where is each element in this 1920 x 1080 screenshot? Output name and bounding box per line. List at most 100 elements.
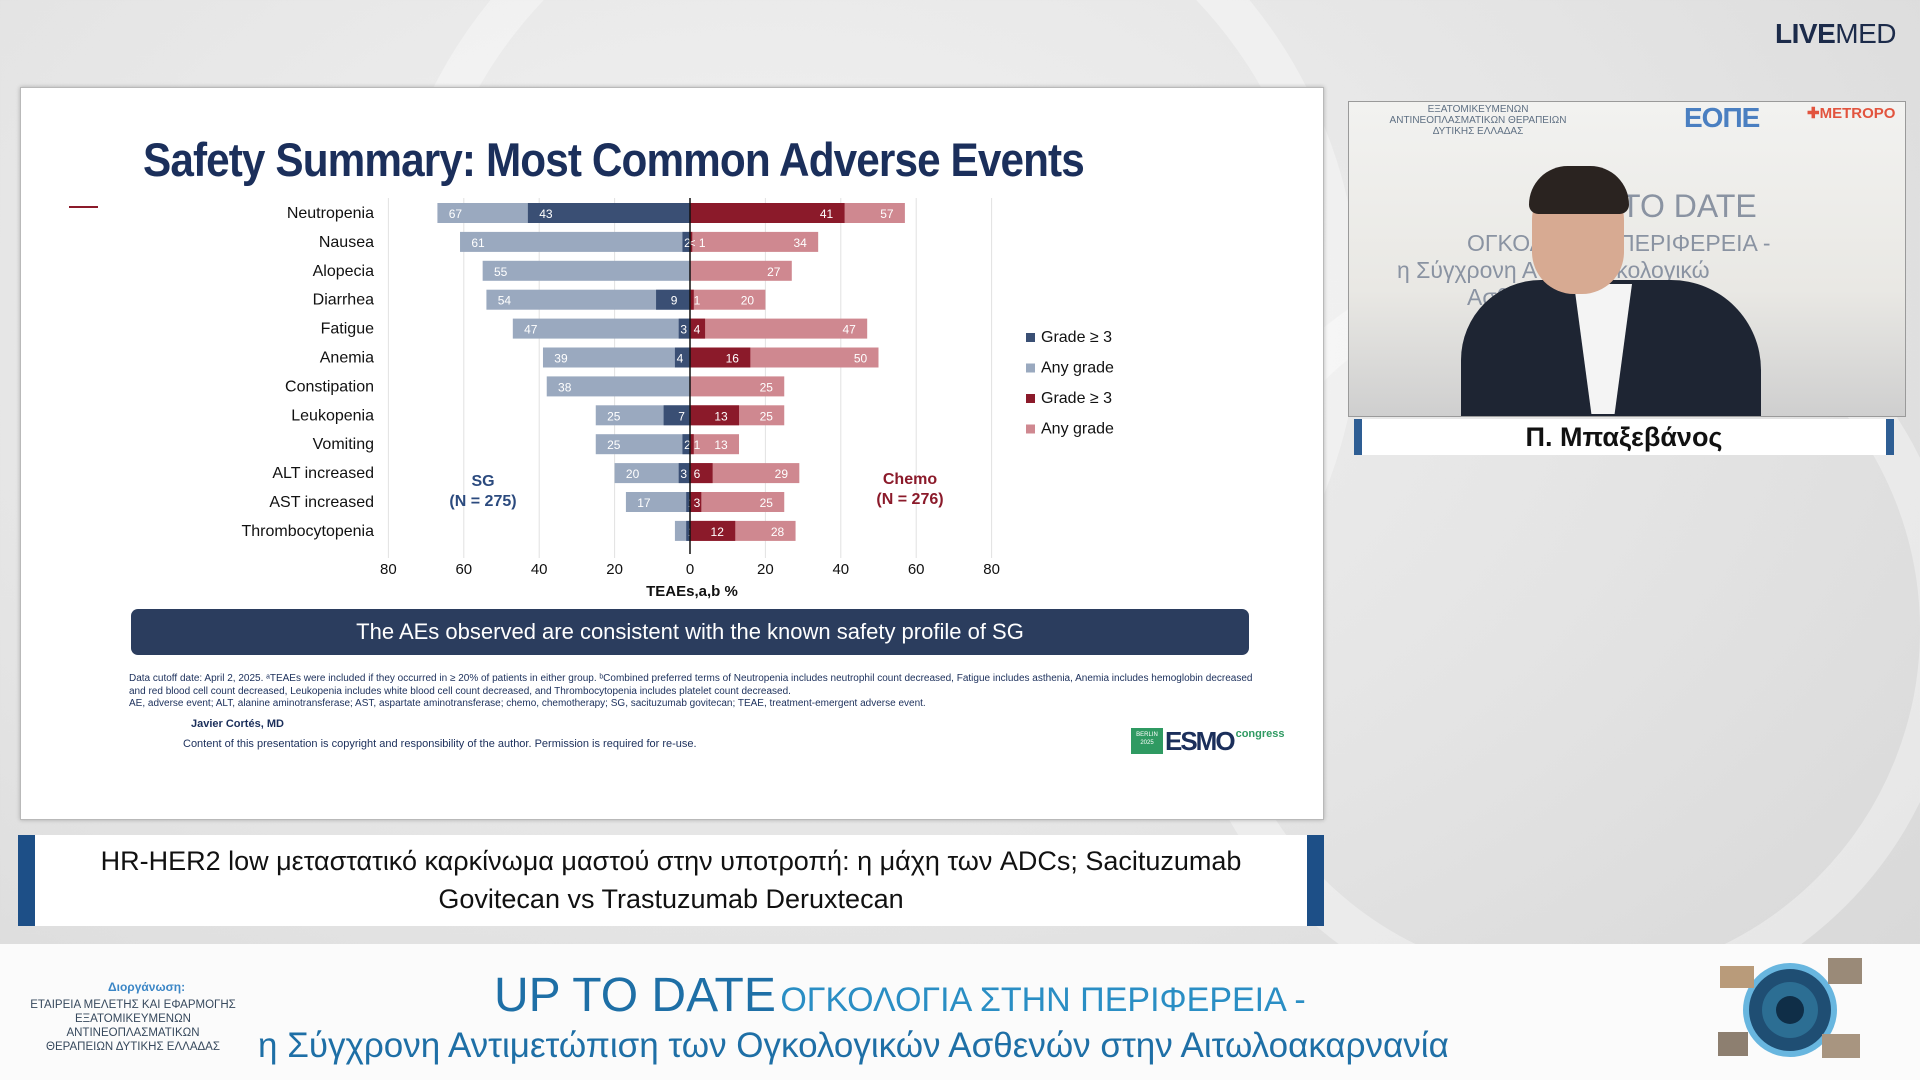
esmo-congress-logo: BERLIN 2025 ESMO congress — [1131, 728, 1285, 754]
category-label: Neutropenia — [287, 205, 374, 222]
data-label-chemo-any: 57 — [880, 207, 894, 221]
bar-sg-grade3 — [678, 318, 690, 339]
data-label-chemo-grade3: 41 — [820, 207, 834, 221]
data-label-sg-any: 20 — [626, 467, 640, 481]
bar-chemo-grade3 — [690, 405, 740, 426]
legend-label: Any grade — [1041, 360, 1114, 377]
group-n-sg: (N = 275) — [449, 493, 516, 510]
esmo-suffix: congress — [1235, 728, 1285, 740]
legend-swatch — [1026, 424, 1035, 434]
data-label-chemo-any: 20 — [741, 294, 755, 308]
x-tick-label: 20 — [757, 561, 774, 578]
event-subtitle: η Σύγχρονη Αντιμετώπιση των Ογκολογικών … — [258, 1026, 1449, 1065]
data-label-chemo-any: 47 — [843, 323, 857, 337]
bar-chemo-any-grade — [690, 260, 792, 281]
x-tick-label: 40 — [531, 561, 548, 578]
data-label-chemo-grade3: 13 — [714, 409, 728, 423]
bar-chemo-any-grade — [690, 492, 785, 512]
slide-author: Javier Cortés, MD — [191, 718, 284, 730]
data-label-sg-any: 39 — [554, 352, 568, 366]
x-tick-label: 60 — [908, 561, 925, 578]
event-emblem-icon — [1718, 958, 1862, 1058]
footnote-line: Data cutoff date: April 2, 2025. ᵃTEAEs … — [129, 673, 1253, 684]
bar-chemo-grade3 — [690, 492, 702, 512]
livemed-logo: LIVEMED — [1775, 18, 1896, 49]
organizer-name-line: ΕΞΑΤΟΜΙΚΕΥΜΕΝΩΝ ΑΝΤΙΝΕΟΠΛΑΣΜΑΤΙΚΩΝ — [66, 1013, 200, 1039]
data-label-chemo-grade3: < 1 — [688, 236, 705, 250]
data-label-sg-any: 55 — [494, 265, 508, 279]
data-label-sg-any: 54 — [498, 294, 512, 308]
bar-chemo-any-grade — [690, 231, 819, 252]
data-label-chemo-any: 25 — [760, 496, 774, 510]
bar-sg-grade3 — [656, 289, 690, 310]
data-label-chemo-any: 25 — [760, 409, 774, 423]
x-tick-label: 40 — [832, 561, 849, 578]
bar-chemo-grade3 — [690, 203, 845, 223]
bar-chemo-any-grade — [690, 376, 785, 397]
organizer-label: Διοργάνωση: — [108, 980, 186, 994]
data-label-chemo-any: 27 — [767, 265, 781, 279]
legend-label: Grade ≥ 3 — [1041, 329, 1112, 346]
data-label-chemo-any: 28 — [771, 525, 785, 539]
data-label-sg-any: 17 — [637, 496, 651, 510]
backdrop-org-text: ΕΞΑΤΟΜΙΚΕΥΜΕΝΩΝ ΑΝΤΙΝΕΟΠΛΑΣΜΑΤΙΚΩΝ ΘΕΡΑΠ… — [1389, 104, 1567, 137]
footnote: Data cutoff date: April 2, 2025. ᵃTEAEs … — [129, 673, 1269, 711]
bar-sg-any-grade — [546, 376, 690, 397]
speaker-hair — [1529, 166, 1629, 214]
speaker-name: Π. Μπαξεβάνος — [1354, 419, 1894, 455]
category-label: Thrombocytopenia — [241, 523, 374, 540]
data-label-chemo-any: 25 — [760, 380, 774, 394]
bar-chemo-grade3 — [690, 434, 694, 455]
data-label-sg-any: 67 — [449, 207, 463, 221]
talk-title-line: HR-HER2 low μεταστατικό καρκίνωμα μαστού… — [100, 846, 1242, 876]
category-label: Anemia — [320, 350, 374, 367]
bar-chemo-grade3 — [690, 347, 751, 368]
data-label-chemo-grade3: 1 — [694, 438, 701, 452]
event-title: UP TO DATE ΟΓΚΟΛΟΓΙΑ ΣΤΗΝ ΠΕΡΙΦΕΡΕΙΑ - — [494, 968, 1306, 1023]
bar-sg-grade3 — [686, 492, 690, 512]
bar-chemo-any-grade — [690, 289, 766, 310]
x-tick-label: 0 — [686, 561, 694, 578]
footnote-line: and red blood cell count decreased, Leuk… — [129, 685, 791, 697]
slide-title: Safety Summary: Most Common Adverse Even… — [143, 133, 1085, 186]
data-label-sg-grade3: 2 — [684, 236, 691, 250]
legend-swatch — [1026, 394, 1035, 403]
bar-sg-any-grade — [512, 318, 690, 339]
x-tick-label: 80 — [983, 561, 1000, 578]
data-label-sg-any: 47 — [524, 323, 538, 337]
bar-sg-grade3 — [678, 463, 690, 484]
data-label-sg-grade3: 3 — [680, 467, 687, 481]
bar-sg-any-grade — [595, 434, 690, 455]
footnote-line: AE, adverse event; ALT, alanine aminotra… — [129, 698, 926, 709]
data-label-chemo-grade3: 6 — [694, 467, 701, 481]
bar-chemo-any-grade — [690, 318, 868, 339]
bar-sg-any-grade — [542, 347, 690, 368]
talk-title-line: Govitecan vs Trastuzumab Deruxtecan — [438, 884, 904, 914]
data-label-sg-grade3: 43 — [539, 207, 553, 221]
organizer-name-line: ΘΕΡΑΠΕΙΩΝ ΔΥΤΙΚΗΣ ΕΛΛΑΔΑΣ — [46, 1041, 220, 1053]
bar-sg-grade3 — [527, 203, 690, 223]
legend-swatch — [1026, 333, 1035, 342]
data-label-sg-any: 25 — [607, 409, 621, 423]
organizer-name: ΕΤΑΙΡΕΙΑ ΜΕΛΕΤΗΣ ΚΑΙ ΕΦΑΡΜΟΓΗΣ ΕΞΑΤΟΜΙΚΕ… — [8, 998, 258, 1054]
category-label: Constipation — [285, 378, 374, 395]
x-axis-label: TEAEs,a,b % — [646, 583, 738, 600]
bar-chemo-grade3 — [690, 231, 693, 252]
category-label: Diarrhea — [313, 292, 374, 309]
conclusion-banner: The AEs observed are consistent with the… — [131, 609, 1249, 655]
adverse-events-chart: 80 60 40 20 0 20 40 60 80 TEAEs,a,b % Neutropenia 6… — [241, 198, 1114, 600]
bar-sg-grade3 — [674, 347, 690, 368]
bar-chemo-grade3 — [690, 520, 736, 541]
event-footer-band — [0, 944, 1920, 1080]
category-label: ALT increased — [272, 465, 374, 482]
bar-sg-any-grade — [460, 231, 690, 252]
organizer-name-line: ΕΤΑΙΡΕΙΑ ΜΕΛΕΤΗΣ ΚΑΙ ΕΦΑΡΜΟΓΗΣ — [30, 999, 236, 1011]
bar-sg-grade3 — [682, 434, 690, 455]
bar-sg-any-grade — [482, 260, 690, 281]
accent-line — [69, 206, 98, 208]
category-label: Vomiting — [313, 436, 374, 453]
category-label: Alopecia — [313, 263, 374, 280]
bar-sg-any-grade — [614, 463, 690, 484]
copyright-notice: Content of this presentation is copyrigh… — [183, 738, 697, 750]
presentation-slide: Safety Summary: Most Common Adverse Even… — [20, 87, 1324, 820]
